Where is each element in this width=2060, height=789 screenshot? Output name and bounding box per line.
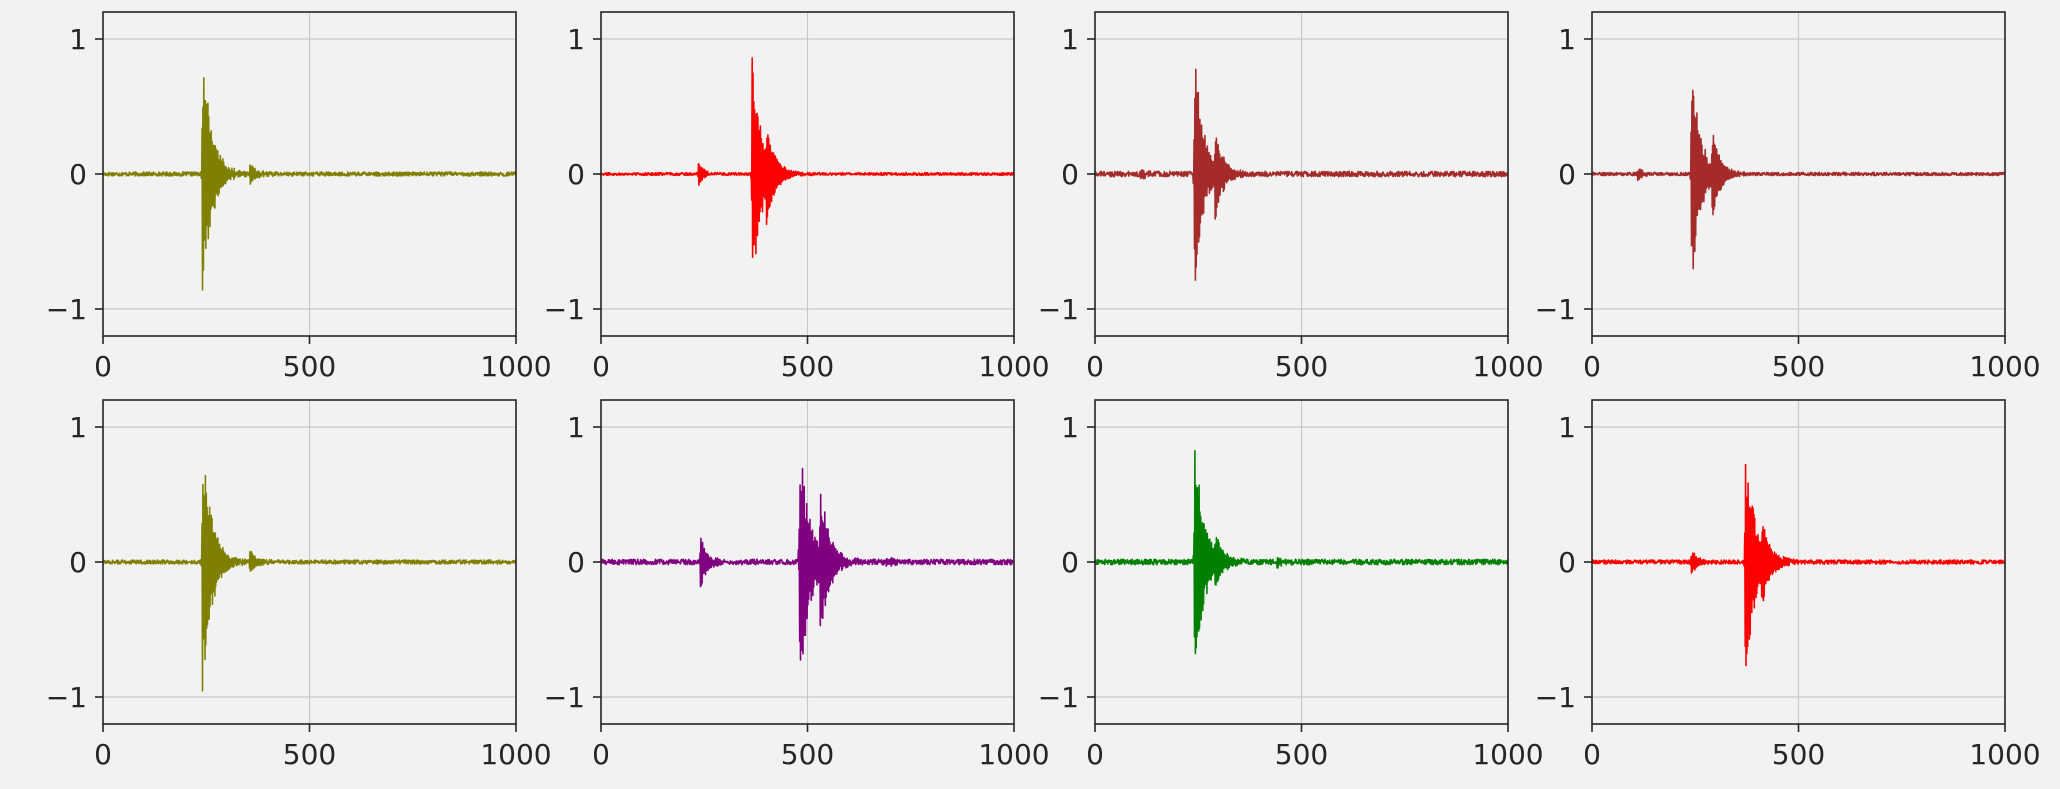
x-tick-label: 500	[1772, 738, 1825, 771]
y-tick-label: −1	[46, 293, 87, 326]
x-tick-label: 0	[1583, 350, 1601, 383]
x-tick-label: 1000	[1472, 350, 1543, 383]
y-tick-label: −1	[46, 681, 87, 714]
y-tick-label: 1	[1558, 411, 1576, 444]
y-tick-label: 1	[69, 411, 87, 444]
y-tick-label: −1	[1535, 293, 1576, 326]
x-tick-label: 0	[1086, 350, 1104, 383]
y-tick-label: 1	[1061, 411, 1079, 444]
x-tick-label: 1000	[480, 350, 551, 383]
y-tick-label: 1	[69, 23, 87, 56]
y-tick-label: 0	[567, 546, 585, 579]
waveform-trace	[1094, 450, 1509, 655]
x-tick-label: 1000	[978, 350, 1049, 383]
y-tick-label: −1	[544, 681, 585, 714]
y-tick-label: 0	[1061, 158, 1079, 191]
y-tick-label: −1	[1038, 293, 1079, 326]
x-tick-label: 1000	[1969, 738, 2040, 771]
subplot-4: 0 500 1000−101	[1535, 11, 2041, 383]
subplot-3: 0 500 1000−101	[1038, 11, 1544, 383]
x-tick-label: 500	[283, 738, 336, 771]
x-tick-label: 500	[781, 350, 834, 383]
waveform-trace	[102, 474, 517, 692]
y-tick-label: 1	[1061, 23, 1079, 56]
y-tick-label: 0	[69, 546, 87, 579]
y-tick-label: −1	[544, 293, 585, 326]
x-tick-label: 0	[94, 350, 112, 383]
y-tick-label: 0	[69, 158, 87, 191]
subplot-8: 0 500 1000−101	[1535, 399, 2041, 771]
y-tick-label: −1	[1535, 681, 1576, 714]
subplot-6: 0 500 1000−101	[544, 399, 1050, 771]
waveform-trace	[600, 467, 1015, 661]
y-tick-label: 1	[1558, 23, 1576, 56]
x-tick-label: 0	[592, 350, 610, 383]
x-tick-label: 0	[94, 738, 112, 771]
x-tick-label: 500	[1275, 350, 1328, 383]
y-tick-label: −1	[1038, 681, 1079, 714]
y-tick-label: 0	[1558, 158, 1576, 191]
y-tick-label: 1	[567, 411, 585, 444]
subplot-7: 0 500 1000−101	[1038, 399, 1544, 771]
x-tick-label: 500	[1275, 738, 1328, 771]
waveform-trace	[102, 77, 517, 291]
subplot-5: 0 500 1000−101	[46, 399, 552, 771]
waveform-trace	[1591, 463, 2006, 667]
x-tick-label: 1000	[1969, 350, 2040, 383]
x-tick-label: 0	[1086, 738, 1104, 771]
x-tick-label: 500	[1772, 350, 1825, 383]
x-tick-label: 1000	[480, 738, 551, 771]
x-tick-label: 500	[781, 738, 834, 771]
x-tick-label: 0	[592, 738, 610, 771]
x-tick-label: 1000	[978, 738, 1049, 771]
y-tick-label: 0	[567, 158, 585, 191]
y-tick-label: 0	[1061, 546, 1079, 579]
y-tick-label: 1	[567, 23, 585, 56]
subplot-1: 0 500 1000−101	[46, 11, 552, 383]
y-tick-label: 0	[1558, 546, 1576, 579]
subplot-2: 0 500 1000−101	[544, 11, 1050, 383]
waveform-trace	[600, 57, 1015, 258]
x-tick-label: 500	[283, 350, 336, 383]
waveform-trace	[1591, 89, 2006, 270]
x-tick-label: 1000	[1472, 738, 1543, 771]
x-tick-label: 0	[1583, 738, 1601, 771]
waveform-trace	[1094, 68, 1509, 281]
